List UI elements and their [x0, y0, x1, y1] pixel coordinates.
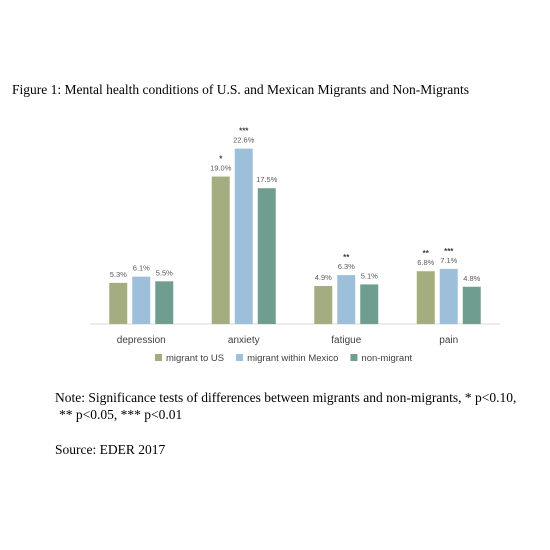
bar-fatigue-1	[337, 275, 356, 324]
source-text: Source: EDER 2017	[55, 442, 166, 457]
legend-swatch-2	[350, 354, 358, 361]
category-labels-group: depression anxiety fatigue pain	[117, 335, 458, 346]
value-label-depression-0: 5.3%	[110, 270, 127, 279]
legend-label-1: migrant within Mexico	[247, 353, 338, 364]
value-label-anxiety-1: 22.6%	[233, 136, 255, 145]
category-label-pain: pain	[439, 335, 458, 346]
value-label-anxiety-0: 19.0%	[210, 164, 232, 173]
significance-marker-fatigue-1: **	[343, 253, 350, 262]
bar-depression-2	[155, 281, 174, 324]
bar-chart: 5.3%6.1%5.5%19.0%*22.6%***17.5%4.9%6.3%*…	[90, 127, 500, 364]
bar-pain-2	[462, 286, 481, 324]
category-label-anxiety: anxiety	[228, 335, 260, 346]
value-label-depression-1: 6.1%	[133, 264, 150, 273]
legend-swatch-0	[155, 354, 162, 361]
value-label-pain-2: 4.8%	[463, 274, 480, 283]
bar-anxiety-1	[234, 148, 253, 324]
note-line-2: ** p<0.05, *** p<0.01	[59, 407, 183, 422]
bar-pain-1	[439, 268, 458, 324]
legend: migrant to US migrant within Mexico non-mi…	[155, 353, 412, 364]
significance-marker-anxiety-1: ***	[239, 127, 249, 136]
value-label-anxiety-2: 17.5%	[256, 175, 278, 184]
legend-label-2: non-migrant	[361, 353, 412, 364]
value-label-depression-2: 5.5%	[156, 268, 173, 277]
value-label-pain-0: 6.8%	[417, 258, 434, 267]
bar-fatigue-2	[360, 284, 379, 324]
value-label-pain-1: 7.1%	[440, 256, 457, 265]
data-labels-group: 5.3%6.1%5.5%19.0%*22.6%***17.5%4.9%6.3%*…	[110, 127, 481, 283]
bar-depression-0	[109, 282, 128, 324]
bar-pain-0	[416, 271, 435, 324]
legend-swatch-1	[236, 354, 244, 361]
bar-anxiety-0	[211, 176, 230, 324]
value-label-fatigue-1: 6.3%	[338, 262, 355, 271]
value-label-fatigue-0: 4.9%	[315, 273, 332, 282]
significance-marker-pain-0: **	[423, 249, 430, 258]
significance-marker-anxiety-0: *	[219, 155, 223, 164]
category-label-depression: depression	[117, 335, 166, 346]
bar-fatigue-0	[314, 285, 333, 324]
legend-label-0: migrant to US	[166, 353, 224, 364]
note-line-1: Note: Significance tests of differences …	[55, 390, 517, 405]
figure-title: Figure 1: Mental health conditions of U.…	[12, 82, 470, 97]
value-label-fatigue-2: 5.1%	[361, 271, 378, 280]
significance-marker-pain-1: ***	[444, 247, 454, 256]
bar-depression-1	[132, 276, 151, 324]
bars-group	[109, 148, 481, 324]
bar-anxiety-2	[257, 188, 276, 324]
category-label-fatigue: fatigue	[331, 335, 361, 346]
significance-note: Note: Significance tests of differences …	[55, 389, 525, 423]
